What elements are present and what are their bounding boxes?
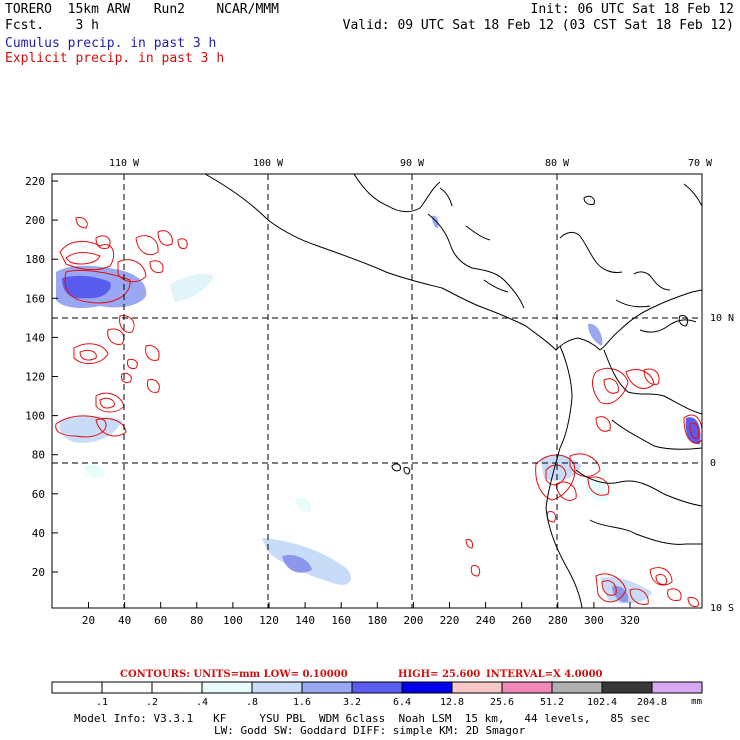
colorbar xyxy=(51,681,703,694)
colorbar-swatch xyxy=(551,681,603,694)
y-tick-label: 160 xyxy=(25,292,45,305)
x-tick-label: 160 xyxy=(331,614,351,627)
x-tick-label: 180 xyxy=(367,614,387,627)
colorbar-label: .1 xyxy=(96,697,108,708)
contour-info: CONTOURS: UNITS=mm LOW= 0.10000 HIGH= 25… xyxy=(120,669,603,680)
colorbar-swatch xyxy=(251,681,303,694)
legend-explicit: Explicit precip. in past 3 h xyxy=(5,51,225,66)
colorbar-swatch xyxy=(601,681,653,694)
cumulus-area xyxy=(84,464,105,478)
graticule xyxy=(52,174,702,608)
latitude-label: 10 N xyxy=(710,313,734,324)
x-tick-label: 60 xyxy=(154,614,167,627)
model-info: Model Info: V3.3.1 KF YSU PBL WDM 6class… xyxy=(74,712,651,725)
colorbar-label: 6.4 xyxy=(393,697,411,708)
colorbar-label: 51.2 xyxy=(540,697,564,708)
colorbar-swatch xyxy=(51,681,103,694)
x-tick-label: 320 xyxy=(620,614,640,627)
valid-time: Valid: 09 UTC Sat 18 Feb 12 (03 CST Sat … xyxy=(342,18,734,33)
cumulus-area xyxy=(584,479,609,502)
colorbar-label: 102.4 xyxy=(587,697,617,708)
y-tick-label: 200 xyxy=(25,214,45,227)
x-tick-label: 140 xyxy=(295,614,315,627)
latitude-label: 0 xyxy=(710,458,716,469)
cumulus-area xyxy=(59,416,122,443)
cumulus-area xyxy=(685,417,701,445)
model-title: TORERO 15km ARW Run2 NCAR/MMM xyxy=(5,2,279,17)
x-tick-label: 240 xyxy=(476,614,496,627)
x-tick-label: 220 xyxy=(440,614,460,627)
x-tick-label: 300 xyxy=(584,614,604,627)
latitude-label: 10 S xyxy=(710,603,734,614)
y-tick-label: 80 xyxy=(32,449,45,462)
longitude-label: 110 W xyxy=(109,158,140,169)
contour-units-text: CONTOURS: UNITS=mm LOW= 0.10000 xyxy=(120,669,348,680)
colorbar-swatch xyxy=(451,681,503,694)
x-tick-label: 260 xyxy=(512,614,532,627)
x-tick-label: 20 xyxy=(82,614,95,627)
colorbar-swatch xyxy=(301,681,353,694)
longitude-label: 70 W xyxy=(688,158,713,169)
x-tick-label: 80 xyxy=(190,614,203,627)
colorbar-label: 3.2 xyxy=(343,697,361,708)
cumulus-area xyxy=(62,275,111,299)
y-tick-label: 60 xyxy=(32,488,45,501)
colorbar-label: 25.6 xyxy=(490,697,514,708)
x-tick-label: 280 xyxy=(548,614,568,627)
colorbar-label: .2 xyxy=(146,697,158,708)
colorbar-label: .8 xyxy=(246,697,258,708)
y-tick-label: 180 xyxy=(25,253,45,266)
precip-shading xyxy=(56,215,701,604)
y-tick-label: 40 xyxy=(32,527,45,540)
explicit-contours xyxy=(55,217,702,607)
longitude-label: 80 W xyxy=(545,158,570,169)
contour-high-text: HIGH= 25.600 xyxy=(398,669,480,680)
colorbar-swatch xyxy=(201,681,253,694)
colorbar-swatch xyxy=(151,681,203,694)
x-tick-label: 200 xyxy=(403,614,423,627)
colorbar-label: 1.6 xyxy=(293,697,311,708)
cumulus-area xyxy=(588,323,603,346)
x-tick-label: 120 xyxy=(259,614,279,627)
cumulus-area xyxy=(296,497,312,513)
map-frame xyxy=(51,173,703,609)
y-tick-label: 20 xyxy=(32,566,45,579)
forecast-hour: Fcst. 3 h xyxy=(5,18,99,33)
cumulus-area xyxy=(170,273,214,302)
init-time: Init: 06 UTC Sat 18 Feb 12 xyxy=(530,2,735,17)
colorbar-unit: mm xyxy=(691,697,702,707)
colorbar-swatch xyxy=(351,681,403,694)
coastlines xyxy=(204,174,702,608)
colorbar-swatch xyxy=(101,681,153,694)
colorbar-swatch xyxy=(651,681,703,694)
colorbar-swatch xyxy=(401,681,453,694)
physics-info: LW: Godd SW: Goddard DIFF: simple KM: 2D… xyxy=(214,724,526,737)
y-tick-label: 120 xyxy=(25,371,45,384)
x-tick-label: 40 xyxy=(118,614,131,627)
x-tick-label: 100 xyxy=(223,614,243,627)
y-tick-label: 220 xyxy=(25,175,45,188)
colorbar-label: 204.8 xyxy=(637,697,667,708)
y-tick-label: 140 xyxy=(25,331,45,344)
cumulus-area xyxy=(282,554,312,573)
colorbar-label: .4 xyxy=(196,697,208,708)
cumulus-area xyxy=(432,215,439,228)
longitude-label: 90 W xyxy=(400,158,425,169)
colorbar-label: 12.8 xyxy=(440,697,464,708)
y-tick-label: 100 xyxy=(25,410,45,423)
legend-cumulus: Cumulus precip. in past 3 h xyxy=(5,36,217,51)
colorbar-swatch xyxy=(501,681,553,694)
longitude-label: 100 W xyxy=(253,158,284,169)
contour-interval-text: INTERVAL=X 4.0000 xyxy=(486,669,603,680)
